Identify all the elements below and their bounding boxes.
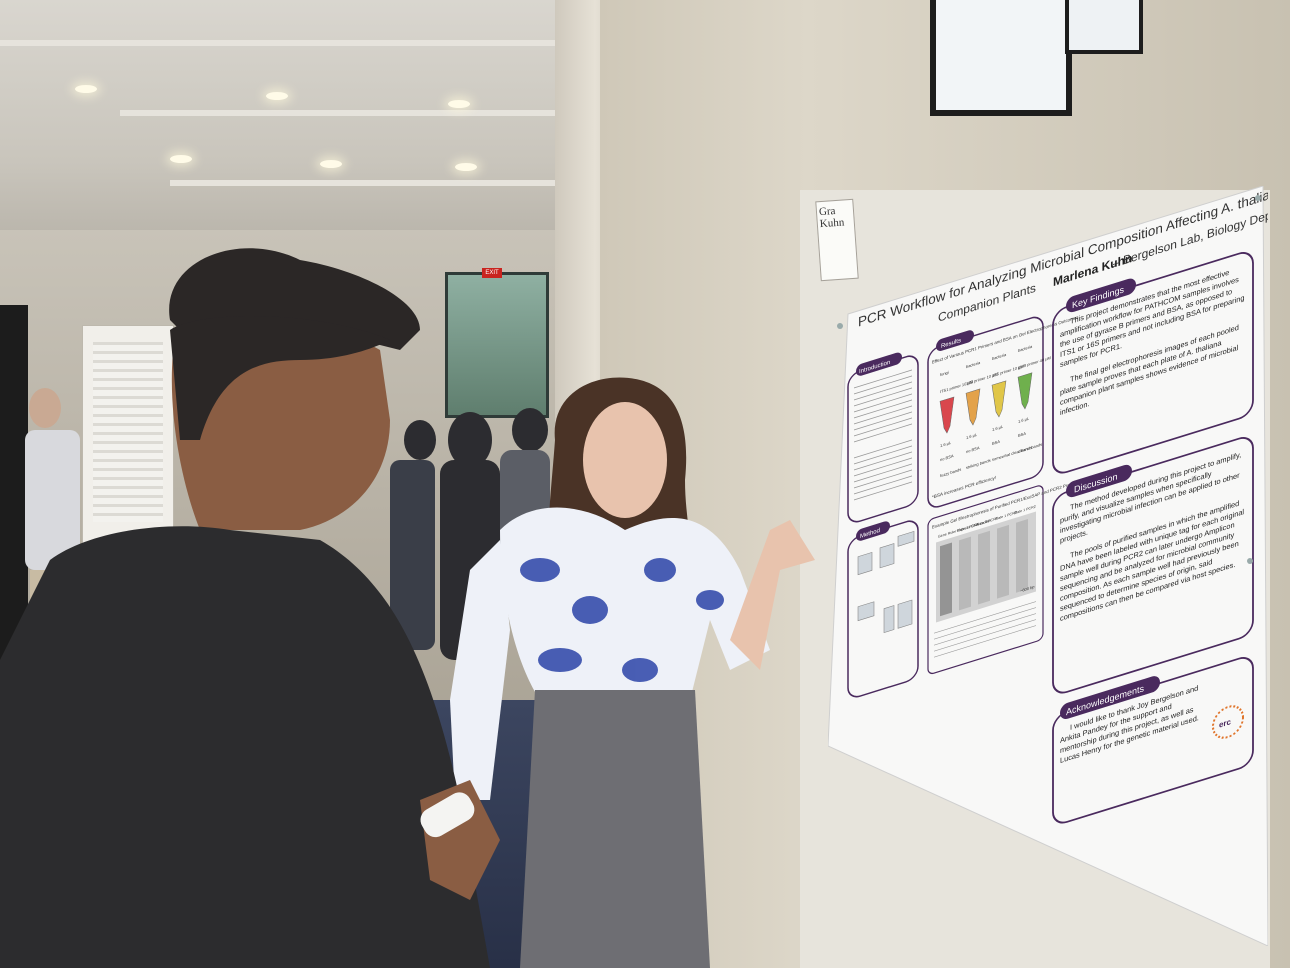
key-findings-box [1052,251,1254,474]
svg-text:erc: erc [1219,717,1231,730]
black-sweater [0,526,490,968]
gel-lane [978,530,990,605]
gel-lane-label: Plate 1 PCR2 [995,511,1017,522]
gel-lane-label: Plate 3 PCR1 [976,516,998,527]
tube-organism: bacteria [966,360,981,369]
erc-logo: erc [1212,705,1244,739]
tube-organism: bacteria [992,352,1007,361]
pushpin [1255,195,1261,201]
ceiling-light [320,160,342,168]
gel-lane [997,524,1009,599]
tube-organism: fungi [940,370,949,378]
viewer-man [0,248,500,968]
background-poster-board [82,325,174,567]
tube-bsa: no BSA [940,453,954,462]
tube-bsa: no BSA [966,445,980,454]
ceiling-beam [170,180,560,186]
research-poster: PCR Workflow for Analyzing Microbial Com… [827,182,1290,947]
poster-graphic: PCR Workflow for Analyzing Microbial Com… [827,182,1290,947]
ceiling-light [75,85,97,93]
exit-sign: EXIT [482,268,502,278]
tube-volume: 1.6 µL [940,440,952,449]
gel-lane-label: Plate 1 PCR2 [1014,505,1036,516]
pcr-tube [991,380,1007,418]
face [583,402,667,518]
gel-lane-label: Plate 1 PCR1 [957,522,979,533]
skirt [520,690,710,968]
pcr-tube [965,388,981,426]
rolled-paper [420,792,475,838]
window [1065,0,1143,54]
pcr-tube [939,396,955,434]
tube-outcome: fuzzy bands [940,467,961,478]
raised-hand [730,520,815,670]
results-box [927,316,1044,508]
ceiling-light [170,155,192,163]
discussion-box [1052,436,1254,694]
sleeve [450,540,510,800]
ceiling-beam [120,110,570,116]
ceiling-light [448,100,470,108]
presenter-woman [450,377,815,968]
ceiling-light [455,163,477,171]
tube-organism: bacteria [1018,344,1033,353]
tube-volume: 1.6 µL [1018,416,1030,425]
glass-door [445,272,549,418]
tube-bsa: BSA [992,439,1000,446]
pushpin [837,323,843,329]
gel-lane [940,542,952,617]
window [930,0,1072,116]
ceiling-light [266,92,288,100]
gel-box [927,485,1044,675]
pushpin [1247,558,1253,564]
gel-lane [1016,518,1028,593]
tube-volume: 1.6 µL [992,424,1004,433]
ceiling-beam [0,40,630,46]
pcr-tube [1017,372,1033,410]
tube-volume: 1.6 µL [966,432,978,441]
gel-lane [959,536,971,611]
tube-bsa: BSA [1018,431,1026,438]
gel-marker: ~600 bp [1020,584,1035,594]
